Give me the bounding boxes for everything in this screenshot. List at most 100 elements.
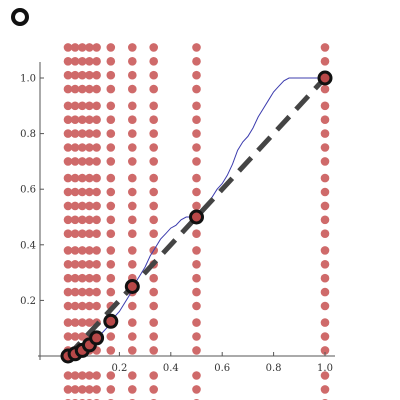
grid-dot	[128, 346, 137, 355]
grid-dot	[70, 318, 80, 327]
grid-dot	[63, 115, 73, 124]
grid-dot	[320, 129, 330, 138]
grid-dot	[149, 273, 158, 283]
grid-dot	[70, 70, 80, 80]
grid-dot	[149, 215, 158, 225]
grid-dot	[149, 129, 158, 138]
y-tick-label: 1.0	[20, 74, 36, 85]
grid-dot	[70, 84, 80, 94]
grid-dot	[149, 287, 158, 297]
grid-dot	[70, 43, 80, 52]
grid-dot	[85, 115, 94, 124]
grid-dot	[192, 346, 201, 355]
grid-dot	[128, 70, 137, 80]
grid-dot	[192, 273, 201, 283]
x-tick-label: 1.0	[317, 363, 333, 374]
grid-dot	[85, 143, 94, 152]
grid-dot	[128, 260, 137, 269]
grid-dot	[128, 385, 137, 394]
grid-dot	[149, 332, 158, 341]
grid-dot	[192, 115, 201, 124]
grid-dot	[106, 201, 116, 211]
grid-dot	[128, 301, 137, 311]
grid-dot	[85, 385, 94, 394]
grid-dot	[78, 43, 87, 52]
grid-dot	[128, 229, 137, 238]
grid-dot	[192, 173, 201, 183]
grid-dot	[85, 84, 94, 94]
grid-dot	[106, 246, 116, 255]
grid-dot	[85, 273, 94, 283]
grid-dot	[128, 101, 137, 111]
grid-dot	[63, 260, 73, 269]
y-tick-label: 0.8	[20, 129, 36, 140]
grid-dot	[92, 43, 101, 52]
grid-dot	[192, 260, 201, 269]
x-tick-label: 0.4	[163, 363, 179, 374]
grid-dot	[92, 101, 101, 111]
grid-dot	[85, 101, 94, 111]
grid-dot	[149, 143, 158, 152]
grid-dot	[70, 287, 80, 297]
grid-dot	[192, 57, 201, 66]
grid-dot	[63, 173, 73, 183]
grid-dot	[92, 371, 101, 380]
grid-dot	[78, 318, 87, 327]
grid-dot	[149, 70, 158, 80]
grid-dot	[320, 229, 330, 238]
grid-dot	[78, 57, 87, 66]
grid-dot	[192, 201, 201, 211]
grid-dot	[106, 43, 116, 52]
grid-dot	[85, 287, 94, 297]
grid-dot	[92, 201, 101, 211]
grid-dot	[149, 57, 158, 66]
grid-dot	[320, 57, 330, 66]
grid-dot	[78, 143, 87, 152]
grid-dot	[106, 260, 116, 269]
y-tick-label: 0.4	[20, 240, 36, 251]
grid-dot	[63, 201, 73, 211]
grid-dot	[85, 318, 94, 327]
grid-dot	[78, 201, 87, 211]
grid-dot	[63, 229, 73, 238]
grid-dot	[78, 260, 87, 269]
grid-dot	[149, 84, 158, 94]
grid-dot	[63, 332, 73, 341]
grid-dot	[63, 273, 73, 283]
grid-dot	[192, 70, 201, 80]
grid-dot	[63, 84, 73, 94]
grid-dot	[149, 101, 158, 111]
grid-dot	[192, 187, 201, 197]
grid-dot	[70, 115, 80, 124]
grid-dot	[320, 115, 330, 124]
highlighted-point	[124, 279, 140, 294]
grid-dot	[70, 57, 80, 66]
grid-dot	[92, 57, 101, 66]
grid-dot	[70, 173, 80, 183]
highlighted-point	[317, 70, 333, 86]
grid-dot	[106, 215, 116, 225]
grid-dot	[128, 129, 137, 138]
ticks: 0.2 0.4 0.6 0.8 1.0 0.2 0.4 0.6 0.8 1.0	[20, 74, 333, 375]
grid-dot	[192, 318, 201, 327]
grid-dot	[106, 70, 116, 80]
grid-dot	[78, 84, 87, 94]
grid-dot	[85, 215, 94, 225]
axes	[38, 62, 335, 360]
grid-dot	[192, 332, 201, 341]
grid-dot	[192, 101, 201, 111]
grid-dot	[128, 143, 137, 152]
ring-icon	[11, 8, 29, 26]
grid-dot	[106, 346, 116, 355]
y-tick-label: 0.2	[20, 296, 36, 307]
x-tick-label: 0.8	[266, 363, 282, 374]
grid-dot	[320, 187, 330, 197]
grid-dot	[106, 84, 116, 94]
grid-dot	[92, 173, 101, 183]
grid-dot	[63, 143, 73, 152]
grid-dot	[63, 129, 73, 138]
grid-dot	[85, 187, 94, 197]
grid-dot	[85, 57, 94, 66]
grid-dot	[92, 84, 101, 94]
grid-dot	[85, 229, 94, 238]
